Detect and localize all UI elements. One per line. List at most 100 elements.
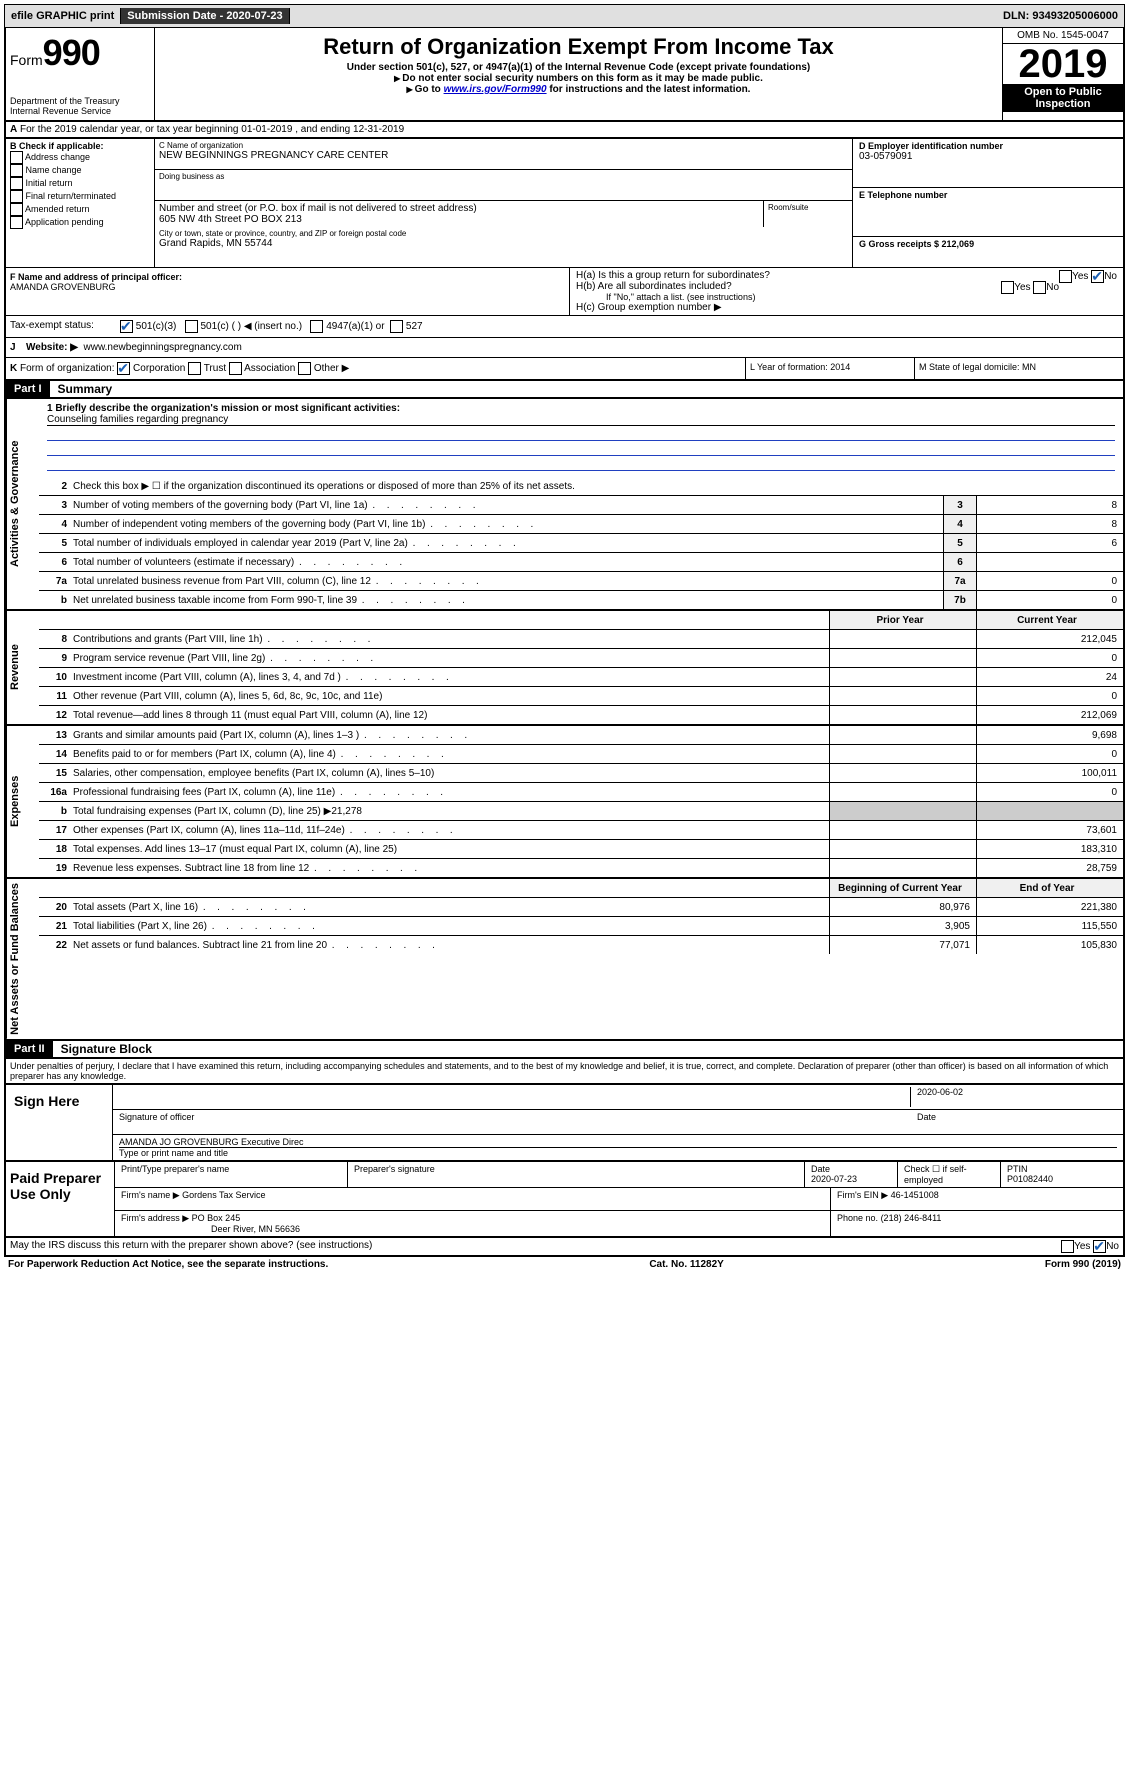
val-12: 212,069 [976,706,1123,724]
officer-label: F Name and address of principal officer: [10,272,182,282]
line-20: Total assets (Part X, line 16) [73,901,829,914]
efile-label[interactable]: efile GRAPHIC print [5,8,121,24]
val-20b: 80,976 [829,898,976,916]
prep-sig-hdr: Preparer's signature [348,1162,805,1187]
check-applicable: B Check if applicable: Address change Na… [6,139,155,267]
firm-ein: 46-1451008 [891,1190,939,1200]
line-7a: Total unrelated business revenue from Pa… [73,575,943,588]
firm-phone-label: Phone no. [837,1213,878,1223]
inspection-notice: Open to Public Inspection [1003,84,1123,112]
line-13: Grants and similar amounts paid (Part IX… [73,729,829,742]
val-10: 24 [976,668,1123,686]
val-18: 183,310 [976,840,1123,858]
privacy-note: Do not enter social security numbers on … [163,73,994,84]
city-state-zip: Grand Rapids, MN 55744 [159,238,848,249]
sig-officer-label: Signature of officer [119,1112,911,1132]
line-15: Salaries, other compensation, employee b… [73,767,829,780]
governance-label: Activities & Governance [6,399,39,609]
tax-year: 2019 [1003,44,1123,84]
prep-date-hdr: Date [811,1164,891,1174]
line-4: Number of independent voting members of … [73,518,943,531]
name-title-label: Type or print name and title [119,1147,1117,1158]
current-year-hdr: Current Year [976,611,1123,629]
cat-no: Cat. No. 11282Y [649,1259,723,1270]
top-bar: efile GRAPHIC print Submission Date - 20… [4,4,1125,28]
val-22b: 77,071 [829,936,976,954]
street-address: 605 NW 4th Street PO BOX 213 [159,214,759,225]
group-return-q: H(a) Is this a group return for subordin… [576,270,1117,281]
val-11: 0 [976,687,1123,705]
group-exemption: H(c) Group exemption number ▶ [576,302,1117,313]
paperwork-notice: For Paperwork Reduction Act Notice, see … [8,1259,328,1270]
revenue-label: Revenue [6,611,39,724]
netassets-label: Net Assets or Fund Balances [6,879,39,1039]
line-19: Revenue less expenses. Subtract line 18 … [73,862,829,875]
form-header: Form990 Department of the Treasury Inter… [4,28,1125,122]
discuss-row: May the IRS discuss this return with the… [4,1238,1125,1257]
val-7a: 0 [976,572,1123,590]
state-domicile: M State of legal domicile: MN [914,358,1123,379]
val-4: 8 [976,515,1123,533]
expenses-label: Expenses [6,726,39,877]
expenses-section: Expenses 13Grants and similar amounts pa… [4,726,1125,879]
line-16a: Professional fundraising fees (Part IX, … [73,786,829,799]
form-subtitle: Under section 501(c), 527, or 4947(a)(1)… [163,62,994,73]
instructions-note: Go to www.irs.gov/Form990 for instructio… [163,84,994,95]
part2-header: Part II [6,1041,53,1057]
line-5: Total number of individuals employed in … [73,537,943,550]
line-3: Number of voting members of the governin… [73,499,943,512]
ein-label: D Employer identification number [859,141,1117,151]
page-footer: For Paperwork Reduction Act Notice, see … [4,1257,1125,1272]
line-16b: Total fundraising expenses (Part IX, col… [73,805,829,818]
form-org-row: K Form of organization: Corporation Trus… [4,357,1125,381]
preparer-section: Paid Preparer Use Only Print/Type prepar… [4,1162,1125,1238]
val-6 [976,553,1123,571]
part2-title: Signature Block [53,1042,152,1056]
line-22: Net assets or fund balances. Subtract li… [73,939,829,952]
val-14: 0 [976,745,1123,763]
signature-section: Sign Here 2020-06-02 Signature of office… [4,1085,1125,1162]
city-label: City or town, state or province, country… [159,229,848,238]
sign-date: 2020-06-02 [917,1087,1117,1097]
val-5: 6 [976,534,1123,552]
form-number: Form990 [10,32,150,74]
officer-group-block: F Name and address of principal officer:… [4,267,1125,315]
website-row: J Website: ▶ www.newbeginningspregnancy.… [4,337,1125,357]
street-label: Number and street (or P.O. box if mail i… [159,203,759,214]
officer-name: AMANDA GROVENBURG [10,282,116,292]
val-13: 9,698 [976,726,1123,744]
part1-header: Part I [6,381,50,397]
line-18: Total expenses. Add lines 13–17 (must eq… [73,843,829,856]
suite-label: Room/suite [764,201,852,227]
governance-section: Activities & Governance 1 Briefly descri… [4,399,1125,611]
identity-block: B Check if applicable: Address change Na… [4,139,1125,267]
val-17: 73,601 [976,821,1123,839]
val-3: 8 [976,496,1123,514]
firm-addr1: PO Box 245 [192,1213,241,1223]
val-16a: 0 [976,783,1123,801]
instructions-link[interactable]: www.irs.gov/Form990 [444,84,547,95]
ptin-label: PTIN [1007,1164,1117,1174]
form-title: Return of Organization Exempt From Incom… [163,34,994,60]
end-year-hdr: End of Year [976,879,1123,897]
line-21: Total liabilities (Part X, line 26) [73,920,829,933]
firm-phone: (218) 246-8411 [881,1213,942,1223]
line-10: Investment income (Part VIII, column (A)… [73,671,829,684]
val-19: 28,759 [976,859,1123,877]
year-formation: L Year of formation: 2014 [745,358,914,379]
submission-date: Submission Date - 2020-07-23 [121,8,289,24]
line-11: Other revenue (Part VIII, column (A), li… [73,690,829,703]
val-21b: 3,905 [829,917,976,935]
officer-typed-name: AMANDA JO GROVENBURG Executive Direc [119,1137,1117,1147]
website-url[interactable]: www.newbeginningspregnancy.com [84,342,242,353]
revenue-section: Revenue Prior Year Current Year 8Contrib… [4,611,1125,726]
line-7b: Net unrelated business taxable income fr… [73,594,943,607]
irs-label: Internal Revenue Service [10,106,150,116]
line-14: Benefits paid to or for members (Part IX… [73,748,829,761]
firm-addr2: Deer River, MN 56636 [121,1224,300,1234]
firm-name: Gordens Tax Service [182,1190,265,1200]
sig-date-label: Date [911,1112,1117,1132]
val-8: 212,045 [976,630,1123,648]
line-2: Check this box ▶ ☐ if the organization d… [73,480,1123,493]
self-employed: Check ☐ if self-employed [898,1162,1001,1187]
